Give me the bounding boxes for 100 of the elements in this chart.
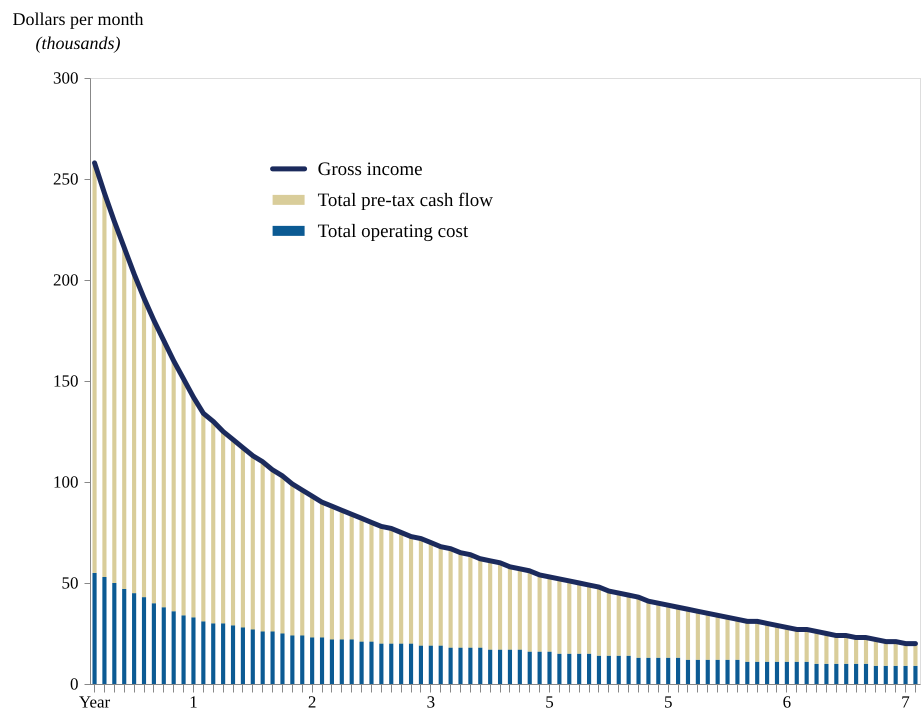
bar [102,193,107,577]
bar [804,662,809,684]
bar [240,627,245,684]
y-tick-label: 150 [53,372,78,390]
bar [636,658,641,684]
x-tick-label: 1 [189,692,198,712]
bar [132,593,136,684]
bar [894,666,898,684]
bar [310,638,314,684]
bar [399,532,404,644]
bar [418,538,424,646]
bar [646,601,650,658]
bar [884,642,888,666]
y-tick-label: 250 [53,170,78,188]
bar [300,636,304,684]
bar [656,658,660,684]
bar [606,656,611,684]
bar [903,666,908,684]
bar [528,652,532,684]
y-tick-label: 300 [53,68,78,88]
legend-label: Total operating cost [318,220,469,242]
y-tick-label: 100 [53,472,78,492]
bar [745,662,750,684]
bar [784,662,789,684]
bar [250,456,255,630]
bar [844,664,848,684]
bar [330,640,334,684]
y-tick-label: 50 [62,574,78,592]
bar [112,583,116,684]
bar [92,572,97,684]
bar [884,666,888,684]
bar [260,462,265,632]
bar [616,593,621,656]
bar [221,432,226,624]
bar [478,648,482,684]
bar [716,615,720,660]
y-axis-title: Dollars per month (thousands) [12,9,144,53]
bar [201,413,206,622]
bar [320,502,324,638]
bar [448,648,453,684]
bar [211,421,216,624]
bar [152,603,156,684]
bar [369,642,374,684]
bar [508,650,512,684]
bar [418,646,424,684]
bar [122,589,126,684]
bar [428,646,433,684]
bar [755,662,760,684]
x-tick-label: 2 [308,692,316,712]
bar [191,397,196,618]
bar [330,506,334,640]
x-tick-label: 5 [664,692,672,712]
bar [586,654,592,684]
bar [616,656,621,684]
bar [468,554,472,648]
x-tick-label: 6 [782,692,792,712]
bar [162,340,166,608]
bar [320,638,324,684]
bar [468,648,472,684]
bar [340,640,344,684]
x-tick-label: 5 [545,692,554,712]
bar [586,585,592,654]
x-tick-label: 7 [901,692,910,712]
bar [735,660,740,684]
bar [438,546,443,646]
bar [913,666,918,684]
bar [191,617,196,684]
bar [260,631,265,684]
bar [172,360,176,612]
bar [201,621,206,684]
legend-label: Total pre-tax cash flow [318,190,494,211]
x-tick-label: 3 [426,692,436,712]
bar [874,642,878,666]
bar [162,607,166,684]
bar [379,644,384,684]
bar [221,623,226,684]
bar [626,595,631,656]
bar [448,548,453,648]
bar [696,660,700,684]
bar [350,640,354,684]
bar [666,658,670,684]
bar [874,666,878,684]
bar [696,611,700,660]
bar [142,597,146,684]
bar [132,274,136,594]
bar [300,490,304,636]
bar [854,664,858,684]
bar [270,631,275,684]
bar [379,526,384,644]
bar [646,658,650,684]
bar [686,660,690,684]
bar [230,440,236,626]
bar [676,658,680,684]
bar [666,605,670,658]
bar [250,629,255,684]
bar [824,664,829,684]
bar [814,634,819,664]
bar [596,656,602,684]
bar [794,662,799,684]
bar [102,576,107,684]
